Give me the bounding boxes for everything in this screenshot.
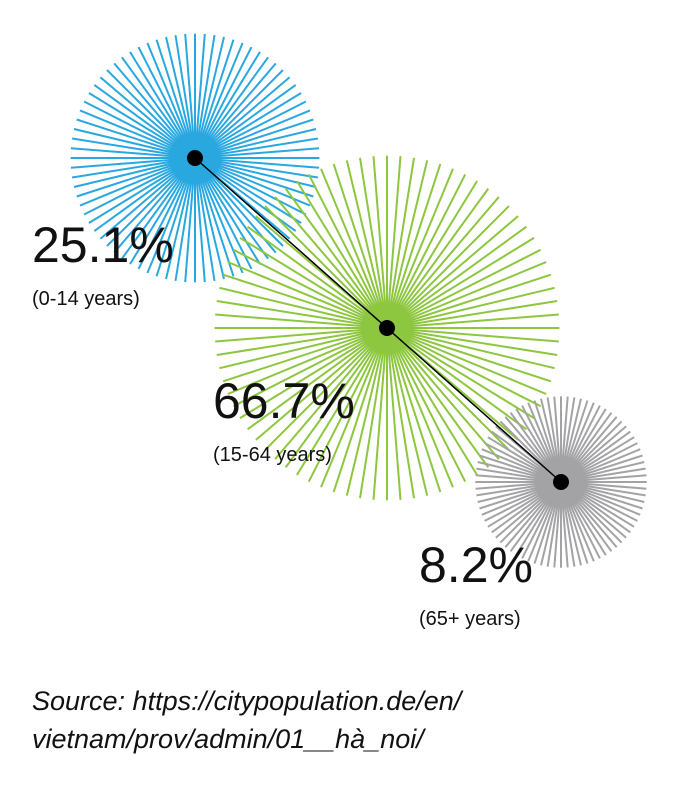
category-label: (0-14 years) <box>32 288 140 310</box>
value-label: 8.2% <box>419 537 533 593</box>
chart: 25.1% (0-14 years) 66.7% (15-64 years) 8.2% (… <box>32 33 647 630</box>
center-dot <box>553 474 569 490</box>
value-label: 25.1% <box>32 217 174 273</box>
starburst <box>70 33 320 283</box>
connector-line <box>386 327 562 483</box>
source-note: Source: https://citypopulation.de/en/ vi… <box>32 682 461 758</box>
connector-line <box>194 157 388 329</box>
source-line: vietnam/prov/admin/01__hà_noi/ <box>32 724 424 754</box>
category-label: (65+ years) <box>419 608 521 630</box>
center-dot <box>187 150 203 166</box>
category-label: (15-64 years) <box>213 444 332 466</box>
starburst <box>475 396 647 568</box>
source-line: Source: https://citypopulation.de/en/ <box>32 686 462 716</box>
value-label: 66.7% <box>213 373 355 429</box>
starburst <box>214 155 560 501</box>
center-dot <box>379 320 395 336</box>
